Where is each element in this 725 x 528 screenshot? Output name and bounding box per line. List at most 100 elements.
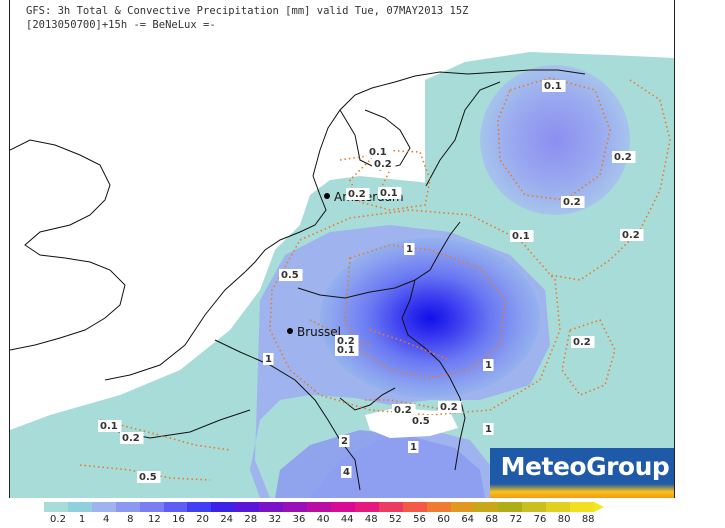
city-dot-amsterdam xyxy=(324,193,330,199)
contour-label: 0.1 xyxy=(369,147,387,158)
contour-label-bg xyxy=(410,415,434,427)
colorbar-tick-label: 52 xyxy=(389,514,402,525)
colorbar-tick-label: 76 xyxy=(533,514,547,525)
contour-label-bg xyxy=(510,230,534,242)
colorbar-swatch xyxy=(330,502,356,512)
precip-core-northeast xyxy=(480,65,630,215)
contour-label: 0.2 xyxy=(614,152,632,163)
colorbar-tick-label: 32 xyxy=(268,514,282,525)
contour-label-bg xyxy=(137,471,161,483)
contour-label-bg xyxy=(392,404,416,416)
colorbar-tick-label: 60 xyxy=(437,514,450,525)
colorbar-tick-label: 0.2 xyxy=(50,514,66,525)
map-frame: Amsterdam Brussel 0.10.20.10.20.10.20.20… xyxy=(9,0,675,498)
contour-label-bg xyxy=(571,336,595,348)
header-title: GFS: 3h Total & Convective Precipitation… xyxy=(26,5,469,17)
logo-text: MeteoGroup xyxy=(500,452,670,481)
colorbar-swatch xyxy=(67,502,93,512)
contour-label-bg xyxy=(335,344,359,356)
meteogroup-logo: MeteoGroup xyxy=(490,448,674,498)
contour-label: 0.2 xyxy=(440,402,458,413)
precip-core-center xyxy=(320,238,540,398)
contour-label: 0.1 xyxy=(380,188,398,199)
colorbar-tick-label: 12 xyxy=(148,514,161,525)
contour-label: 0.1 xyxy=(337,345,355,356)
colorbar-swatch xyxy=(522,502,547,512)
contour-label-bg xyxy=(339,435,350,447)
contour-label-bg xyxy=(408,441,419,453)
colorbar-tick-label: 4 xyxy=(103,514,110,525)
contour-label: 0.5 xyxy=(412,416,430,427)
contour-label-bg xyxy=(378,187,402,199)
contour-label: 1 xyxy=(410,442,417,453)
colorbar-swatch xyxy=(283,502,308,512)
colorbar-tick-label: 44 xyxy=(340,514,354,525)
contour-label-bg xyxy=(120,432,144,444)
colorbar-swatch xyxy=(307,502,332,512)
logo-sun-stripe xyxy=(490,484,674,498)
contour-label-bg xyxy=(620,229,644,241)
contour-label-bg xyxy=(98,420,122,432)
colorbar-swatch xyxy=(115,502,141,512)
colorbar-tick-label: 16 xyxy=(172,514,185,525)
contour-label-bg xyxy=(279,269,303,281)
colorbar-tick-label: 64 xyxy=(461,514,475,525)
colorbar-tick-label: 72 xyxy=(509,514,523,525)
colorbar-swatch xyxy=(211,502,236,512)
contour-label: 0.2 xyxy=(563,197,581,208)
contour-label: 0.2 xyxy=(337,336,355,347)
contour-label: 2 xyxy=(341,436,348,447)
contour-label: 1 xyxy=(265,354,272,365)
contour-label: 0.5 xyxy=(139,472,157,483)
contour-label-bg xyxy=(561,196,585,208)
colorbar-tick-label: 24 xyxy=(220,514,234,525)
contour-label-bg xyxy=(483,423,494,435)
colorbar-swatch xyxy=(235,502,260,512)
colorbar xyxy=(44,502,604,512)
precip-area-south xyxy=(275,430,485,498)
colorbar-swatch xyxy=(259,502,284,512)
contour-label: 0.2 xyxy=(122,433,140,444)
colorbar-swatch xyxy=(474,502,499,512)
colorbar-tick-label: 80 xyxy=(557,514,571,525)
contour-label-bg xyxy=(483,359,494,371)
contour-label: 1 xyxy=(406,244,413,255)
colorbar-swatch xyxy=(378,502,404,512)
colorbar-tick-label: 56 xyxy=(413,514,426,525)
colorbar-swatch xyxy=(450,502,475,512)
contour-label: 0.2 xyxy=(394,405,412,416)
contour-label: 0.2 xyxy=(622,230,640,241)
contour-label-bg xyxy=(263,353,274,365)
contour-label: 0.1 xyxy=(512,231,530,242)
contour-label: 0.2 xyxy=(374,159,392,170)
colorbar-swatch xyxy=(426,502,451,512)
colorbar-tick-label: 1 xyxy=(78,514,86,525)
colorbar-swatch xyxy=(498,502,523,512)
contour-label: 0.1 xyxy=(100,421,118,432)
colorbar-tick-label: 48 xyxy=(364,514,378,525)
contour-label-bg xyxy=(372,158,396,170)
colorbar-tick-label: 36 xyxy=(292,514,306,525)
contour-label-bg xyxy=(612,151,636,163)
colorbar-tick-label: 88 xyxy=(581,514,595,525)
colorbar-tick-label: 28 xyxy=(244,514,258,525)
precipitation-map: Amsterdam Brussel 0.10.20.10.20.10.20.20… xyxy=(10,52,674,498)
contour-label-bg xyxy=(341,466,352,478)
contour-label-bg xyxy=(404,243,415,255)
colorbar-labels: 0.2 1 4 8 12 16 20 24 28 32 36 40 44 48 52 56 60 64 68 72 76… xyxy=(0,514,725,528)
colorbar-swatch xyxy=(44,502,69,512)
contour-labels: 0.10.20.10.20.10.20.20.1 0.20.510.20.110.… xyxy=(98,80,644,483)
contour-label: 0.2 xyxy=(348,189,366,200)
colorbar-swatch xyxy=(354,502,380,512)
colorbar-swatch xyxy=(570,502,595,512)
colorbar-tick-label: 8 xyxy=(127,514,134,525)
city-dot-brussel xyxy=(287,328,293,334)
header-run-info: [2013050700]+15h -= BeNeLux =- xyxy=(26,19,216,31)
colorbar-swatch xyxy=(187,502,212,512)
colorbar-tick-label: 68 xyxy=(485,514,499,525)
contour-label-bg xyxy=(438,401,462,413)
contour-label: 0.1 xyxy=(544,81,562,92)
contour-label-bg xyxy=(367,146,391,158)
map-header: GFS: 3h Total & Convective Precipitation… xyxy=(26,4,469,32)
contour-label-bg xyxy=(542,80,566,92)
